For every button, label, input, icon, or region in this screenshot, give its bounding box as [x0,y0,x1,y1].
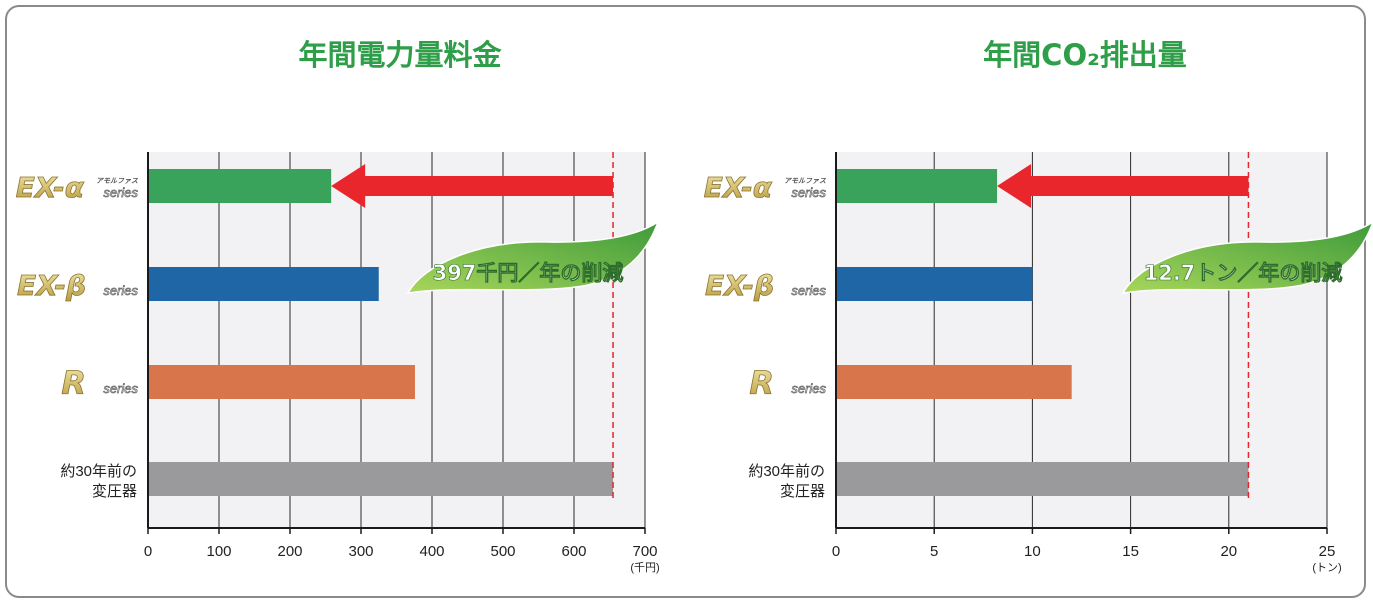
x-tick-label: 25 [1319,543,1336,560]
category-sublabel-amorphous: アモルファス [96,177,138,185]
x-tick-label: 700 [632,543,657,560]
category-label-ex-beta: EX-β [17,269,86,302]
category-sublabel-series: series [791,381,826,396]
x-unit-label: (千円) [630,561,659,574]
bar-3 [148,365,415,399]
x-tick-label: 200 [277,543,302,560]
x-tick-label: 500 [490,543,515,560]
bar-4 [148,462,614,496]
category-sublabel-series: series [791,283,826,298]
x-tick-label: 600 [561,543,586,560]
savings-leaf: 397千円／年の削減 [406,220,660,294]
x-tick-label: 300 [348,543,373,560]
bar-4 [836,462,1249,496]
category-label-old-line2: 変圧器 [780,483,825,500]
reduction-arrow [331,164,614,208]
reduction-arrow [997,164,1249,208]
category-label-ex-alpha: EX-α [704,171,773,204]
category-sublabel-series: series [103,381,138,396]
chart-title: 年間電力量料金 [298,38,502,72]
savings-annotation: 12.7トン／年の削減 [1144,261,1343,285]
bar-1 [836,169,998,203]
category-label-r: R [749,364,774,402]
chart-title: 年間CO₂排出量 [983,38,1187,72]
category-label-ex-beta: EX-β [705,269,774,302]
category-label-ex-alpha: EX-α [16,171,85,204]
chart-panel-1: 年間電力量料金 0 100 200 300 400 500 600 700(千円) EX-α アモル… [15,38,660,574]
bar-3 [836,365,1072,399]
category-label-old-line2: 変圧器 [92,483,137,500]
category-label-old-line1: 約30年前の [748,463,825,480]
category-sublabel-amorphous: アモルファス [784,177,826,185]
x-tick-label: 10 [1024,543,1041,560]
bar-2 [836,267,1033,301]
x-tick-label: 400 [419,543,444,560]
category-sublabel-series: series [103,283,138,298]
leaf-shape [406,220,660,294]
x-tick-label: 100 [206,543,231,560]
category-sublabel-series: series [791,185,826,200]
savings-leaf: 12.7トン／年の削減 [1121,221,1373,294]
x-tick-label: 20 [1220,543,1237,560]
category-label-old-line1: 約30年前の [60,463,137,480]
x-tick-label: 0 [832,543,840,560]
category-sublabel-series: series [103,185,138,200]
bar-2 [148,267,379,301]
x-tick-label: 15 [1122,543,1139,560]
x-unit-label: (トン) [1312,562,1341,574]
bar-1 [148,169,332,203]
x-tick-label: 0 [144,543,152,560]
category-label-r: R [61,364,86,402]
x-tick-label: 5 [930,543,938,560]
savings-annotation: 397千円／年の削減 [433,261,624,285]
